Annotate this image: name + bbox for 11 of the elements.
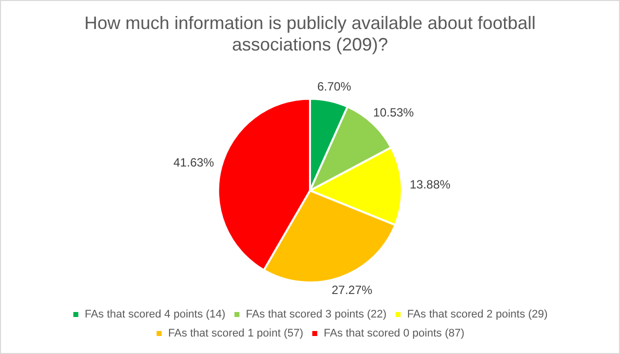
- legend-label: FAs that scored 4 points (14): [84, 308, 226, 321]
- legend-label: FAs that scored 2 points (29): [407, 308, 548, 321]
- data-label: 13.88%: [410, 177, 451, 192]
- data-label: 10.53%: [373, 106, 414, 120]
- legend-label: FAs that scored 0 points (87): [324, 328, 464, 340]
- data-label: 6.70%: [317, 79, 352, 94]
- chart-title: How much information is publicly available about football associations (209)?: [84, 12, 536, 54]
- legend-label: FAs that scored 3 points (22): [246, 308, 387, 321]
- legend-label: FAs that scored 1 point (57): [168, 328, 304, 340]
- data-label: 41.63%: [173, 155, 214, 170]
- data-label: 27.27%: [332, 283, 373, 298]
